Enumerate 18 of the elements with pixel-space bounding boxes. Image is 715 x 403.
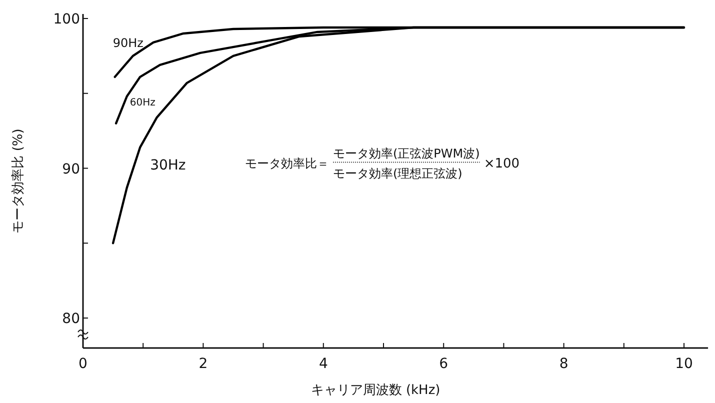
x-tick-label: 2 (198, 356, 208, 372)
y-axis-title: モータ効率比 (%) (10, 128, 26, 234)
series-label: 90Hz (112, 36, 144, 50)
x-tick-label: 8 (559, 356, 568, 372)
x-tick-label: 6 (439, 356, 448, 372)
y-tick-label: 80 (62, 311, 80, 328)
annotation: ×100 (484, 156, 520, 172)
y-tick-label: 90 (62, 161, 80, 178)
annotation: モータ効率(正弦波PWM波) (333, 146, 480, 160)
x-tick-label: 0 (78, 356, 88, 372)
series-label: 30Hz (150, 157, 186, 174)
x-tick-label: 4 (318, 356, 328, 372)
annotation: モータ効率(理想正弦波) (333, 166, 462, 180)
x-axis-title: キャリア周波数 (kHz) (310, 383, 440, 398)
y-tick-label: 100 (53, 11, 80, 28)
x-tick-label: 10 (675, 356, 693, 372)
annotation: モータ効率比＝ (245, 156, 329, 170)
series-label: 60Hz (130, 97, 156, 108)
